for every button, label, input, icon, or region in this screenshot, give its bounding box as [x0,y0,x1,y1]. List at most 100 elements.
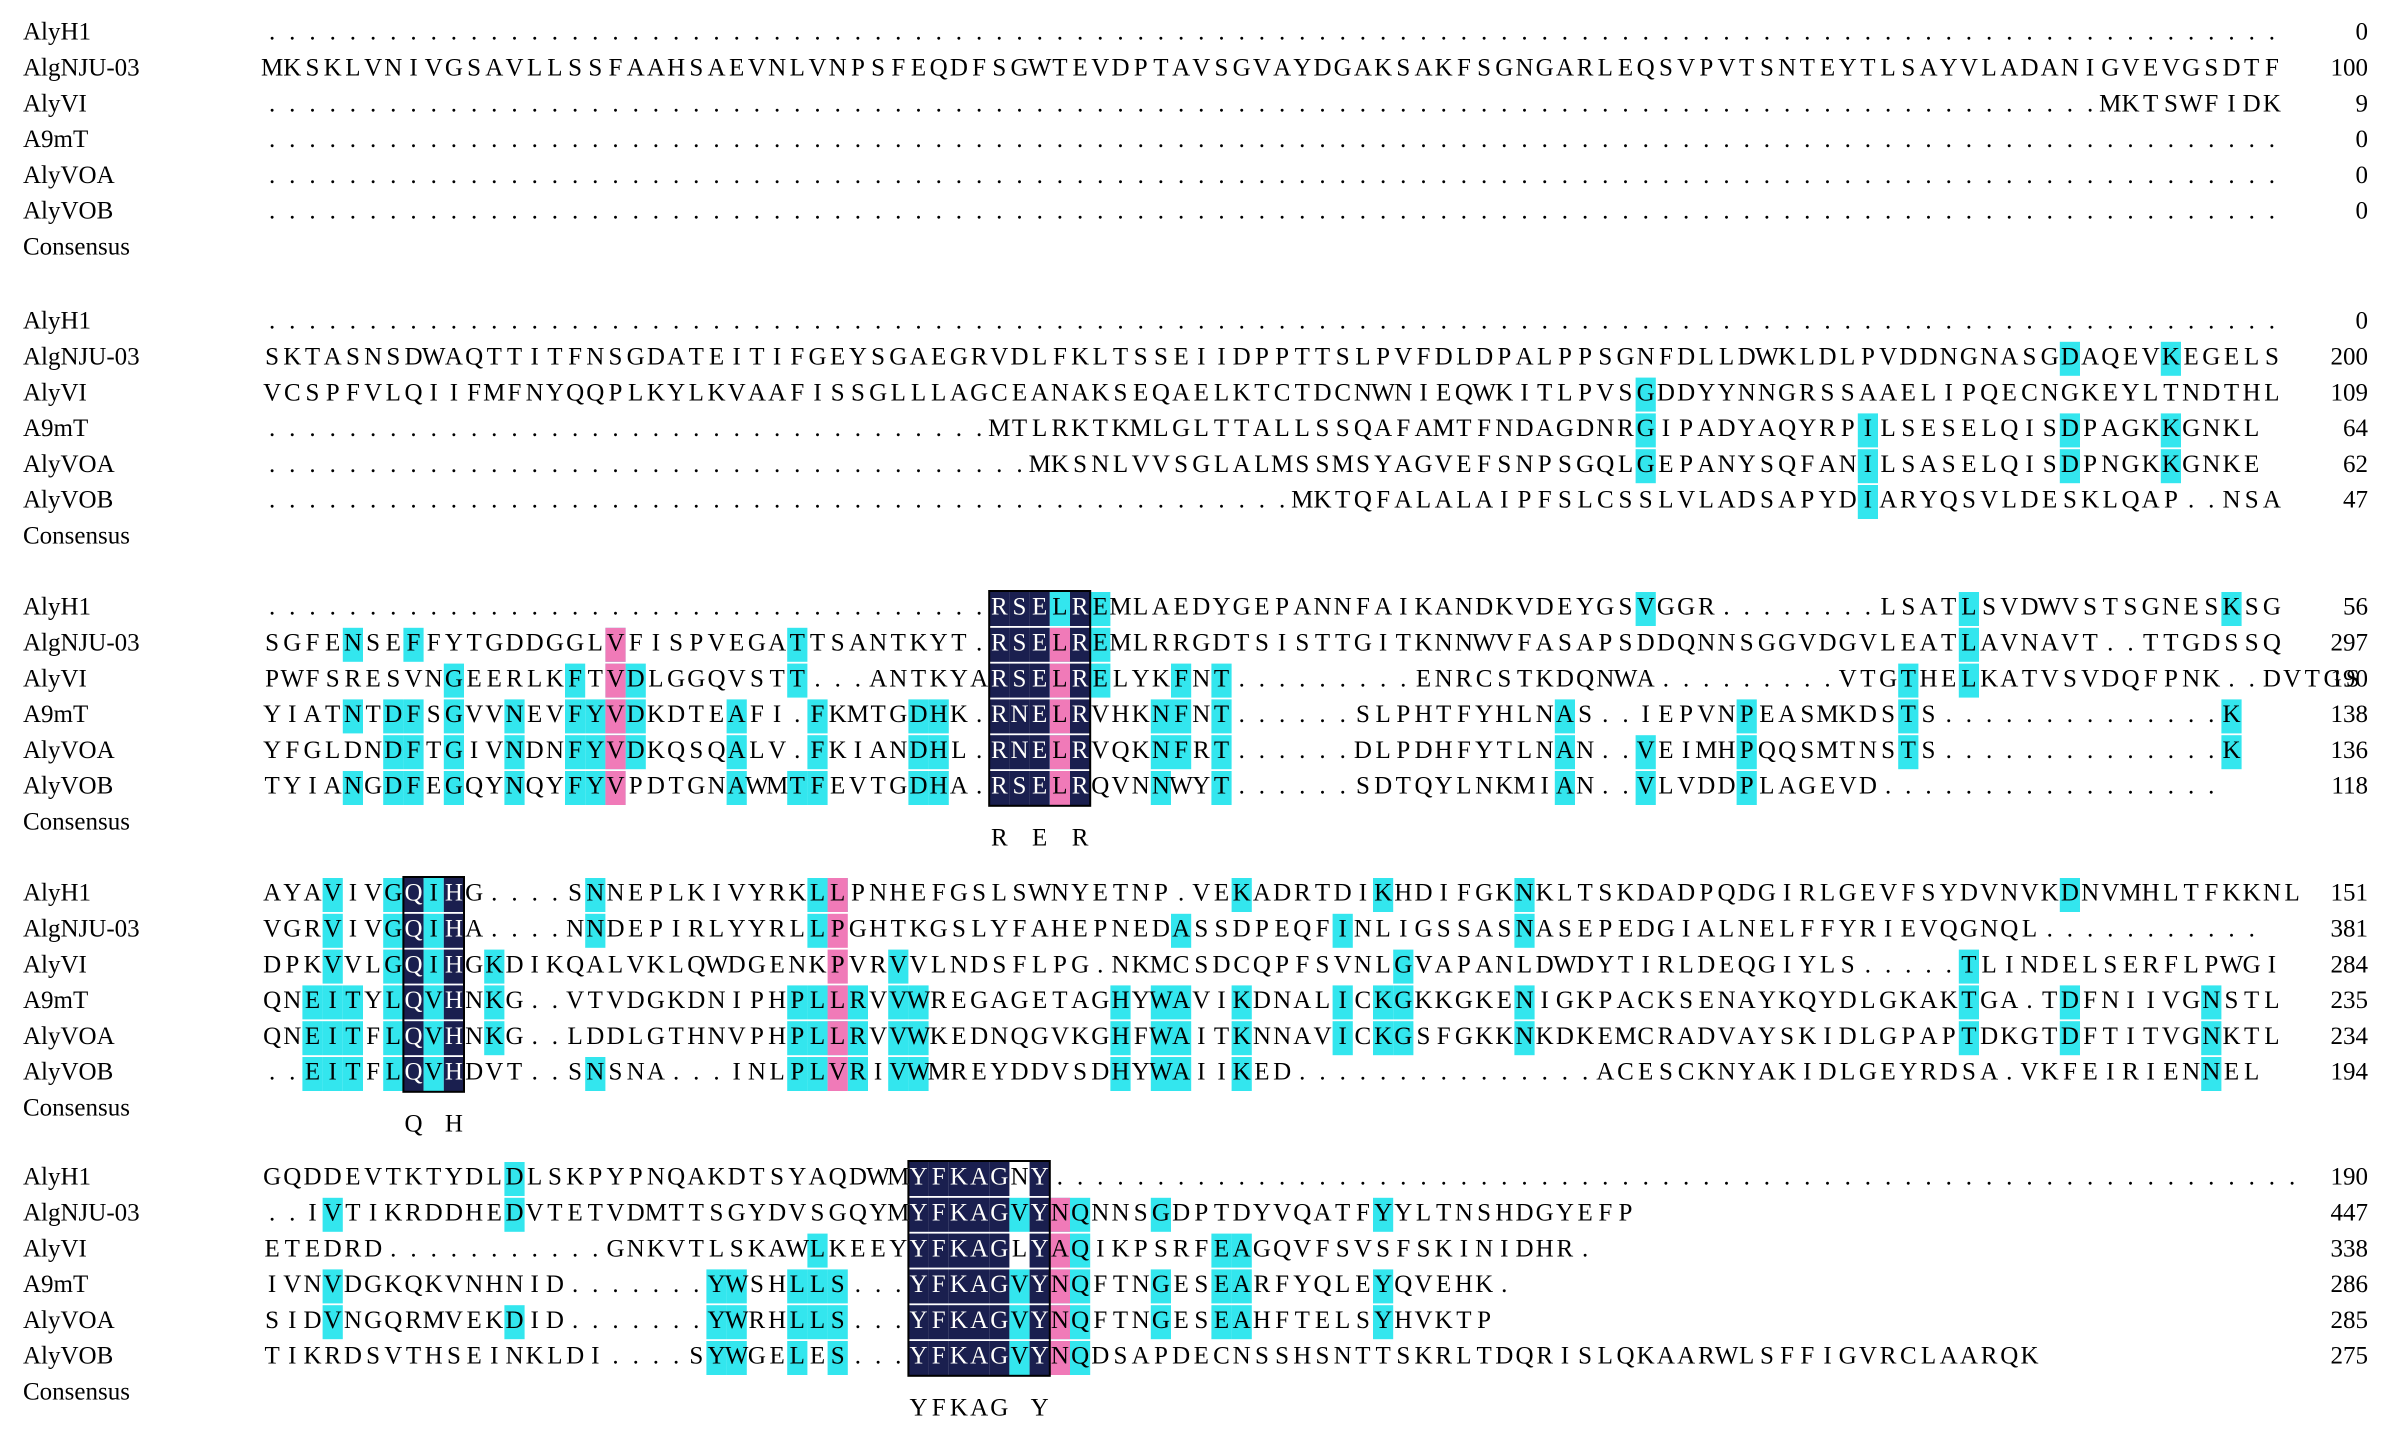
sequence-name: AlyVI [23,665,87,692]
identical-cell [948,1305,969,1340]
sequence-name: AlyVOB [23,1059,113,1086]
similar-cell [888,1021,909,1056]
sequence: DPKVVLGQIHGKDIKQALVKLQWDGENKPVRVVLNDSFLP… [263,951,2276,978]
similar-cell [383,1021,404,1056]
similar-cell [1090,627,1111,662]
similar-cell [1211,663,1232,698]
similar-cell [827,1341,848,1375]
sequence-name: AlyH1 [23,308,91,335]
similar-cell [342,1021,363,1056]
residue-count: 447 [2331,1200,2369,1227]
residue-count: 136 [2331,737,2369,764]
consensus: R E R [269,825,1089,852]
identical-cell [989,699,1010,734]
similar-cell [1009,1269,1030,1304]
similar-cell [585,913,606,948]
similar-cell [565,735,586,770]
similar-cell [1393,985,1414,1020]
similar-cell [1211,735,1232,770]
similar-cell [1332,1021,1353,1056]
similar-cell [908,1057,929,1091]
similar-cell [504,771,525,805]
pink-cell [605,663,626,698]
similar-cell [342,985,363,1020]
pink-cell [827,949,848,984]
residues: AlyH1...................................… [23,19,2369,1422]
sequence-highlight: YFGLDNDFTGIVNDNFYVDKQSQALV.FKIANDHL.RNEL… [263,737,2240,764]
similar-cell [807,1269,828,1304]
sequence: SKTASNSDWAQTTITFNSGDATEITIFGEYSGAEGRVDLF… [265,344,2279,371]
residue-count: 0 [2356,308,2369,335]
identical-cell [908,1305,929,1340]
identical-cell [443,913,464,948]
similar-cell [1857,485,1878,519]
sequence: VCSPFVLQIIFMFNYQQPLKYLKVAAFISSGLLLAGCEAN… [263,379,2279,406]
pink-cell [1049,699,1070,734]
consensus-label: Consensus [23,1095,130,1122]
similar-cell [423,949,444,984]
similar-cell [2160,413,2181,448]
similar-cell [928,771,949,805]
sequence: ........................................… [269,126,2275,153]
identical-cell [928,1197,949,1232]
similar-cell [322,985,343,1020]
similar-cell [585,735,606,770]
similar-cell [504,1305,525,1340]
identical-cell [443,985,464,1020]
sequence-name: AlyVOB [23,1343,113,1370]
similar-cell [726,1305,747,1340]
sequence: ........................................… [269,198,2275,225]
identical-cell [989,1269,1010,1304]
similar-cell [383,1057,404,1091]
similar-cell [443,771,464,805]
residue-count: 0 [2356,126,2369,153]
similar-cell [1958,663,1979,698]
similar-cell [2160,341,2181,376]
sequence: ....................................MTLR… [269,415,2259,442]
similar-cell [504,1197,525,1232]
similar-cell [827,1305,848,1340]
pink-cell [827,985,848,1020]
identical-cell [1009,699,1030,734]
similar-cell [504,735,525,770]
identical-cell [1009,735,1030,770]
sequence-name: AlgNJU-03 [23,55,140,82]
identical-cell [403,878,424,912]
identical-cell [403,985,424,1020]
similar-cell [1211,1269,1232,1304]
similar-cell [625,663,646,698]
similar-cell [342,699,363,734]
residue-count: 338 [2331,1235,2369,1262]
similar-cell [423,985,444,1020]
identical-cell [1029,1341,1050,1375]
similar-cell [322,1197,343,1232]
sequence: YFGLDNDFTGIVNDNFYVDKQSQALV.FKIANDHL.RNEL… [263,737,2240,764]
pink-cell [1049,663,1070,698]
sequence-name: AlyVI [23,90,87,117]
similar-cell [1898,735,1919,770]
similar-cell [302,985,323,1020]
similar-cell [1857,413,1878,448]
similar-cell [1150,985,1171,1020]
sequence-name: A9mT [23,1271,88,1298]
identical-cell [989,1305,1010,1340]
pink-cell [1049,1197,1070,1232]
sequence-name: AlyH1 [23,880,91,907]
sequence-highlight: ....................................RSEL… [269,594,2281,621]
identical-cell [948,1162,969,1196]
identical-cell [969,1233,990,1268]
residue-count: 9 [2356,90,2369,117]
sequence: ........................................… [269,162,2275,189]
identical-cell [908,1233,929,1268]
identical-cell [908,1341,929,1375]
residue-count: 200 [2331,344,2369,371]
similar-cell [322,913,343,948]
motif-box [907,1160,1051,1377]
similar-cell [847,985,868,1020]
identical-cell [948,1341,969,1375]
identical-cell [1029,1305,1050,1340]
similar-cell [888,1057,909,1091]
similar-cell [908,699,929,734]
residue-count: 0 [2356,19,2369,46]
sequence-name: A9mT [23,987,88,1014]
